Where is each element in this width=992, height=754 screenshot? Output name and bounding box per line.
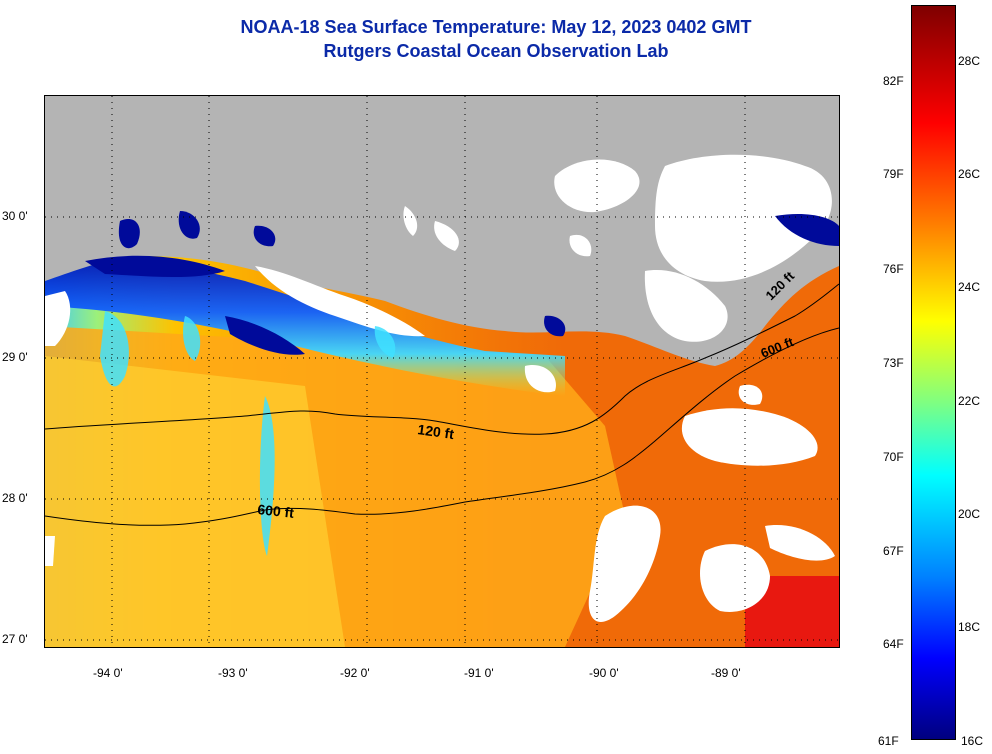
colorbar-f-79: 79F xyxy=(883,167,904,181)
lon-label-90: -90 0' xyxy=(589,666,619,680)
colorbar-c-16: 16C xyxy=(961,734,984,748)
colorbar-f-76: 76F xyxy=(883,262,904,276)
sst-map-graphic: 120 ft 600 ft 120 ft 600 ft xyxy=(45,96,839,647)
lat-label-30: 30 0' xyxy=(2,209,28,223)
colorbar-f-67: 67F xyxy=(883,544,904,558)
lon-label-94: -94 0' xyxy=(93,666,123,680)
map-title: NOAA-18 Sea Surface Temperature: May 12,… xyxy=(240,17,752,37)
colorbar-c-22: 22C xyxy=(958,394,981,408)
lat-label-27: 27 0' xyxy=(2,632,28,646)
colorbar-f-82: 82F xyxy=(883,74,904,88)
ocean-yellow-core xyxy=(45,356,345,647)
contour-120ft xyxy=(45,283,839,435)
cloud-patches xyxy=(45,154,835,622)
contour-label-120ft: 120 ft xyxy=(417,421,456,442)
lat-label-29: 29 0' xyxy=(2,350,28,364)
colorbar-c-20: 20C xyxy=(958,507,981,521)
contour-label-600ft: 600 ft xyxy=(257,501,295,521)
lon-label-93: -93 0' xyxy=(218,666,248,680)
lon-label-91: -91 0' xyxy=(464,666,494,680)
colorbar-c-24: 24C xyxy=(958,280,981,294)
contour-600ft xyxy=(45,327,839,526)
colorbar-c-26: 26C xyxy=(958,167,981,181)
lon-label-89: -89 0' xyxy=(711,666,741,680)
lon-label-92: -92 0' xyxy=(340,666,370,680)
nearshore-band xyxy=(45,256,565,396)
colorbar-c-18: 18C xyxy=(958,620,981,634)
map-subtitle: Rutgers Coastal Ocean Observation Lab xyxy=(323,41,669,61)
lat-gridlines xyxy=(45,216,839,641)
colorbar-c-28: 28C xyxy=(958,54,981,68)
temperature-colorbar xyxy=(911,5,956,740)
colorbar-f-61: 61F xyxy=(878,734,899,748)
colorbar-f-64: 64F xyxy=(883,637,904,651)
sst-map: 120 ft 600 ft 120 ft 600 ft xyxy=(44,95,840,648)
cyan-streaks xyxy=(100,311,396,556)
colorbar-f-70: 70F xyxy=(883,450,904,464)
colorbar-f-73: 73F xyxy=(883,356,904,370)
dark-blue-patches xyxy=(85,211,839,355)
lat-label-28: 28 0' xyxy=(2,491,28,505)
